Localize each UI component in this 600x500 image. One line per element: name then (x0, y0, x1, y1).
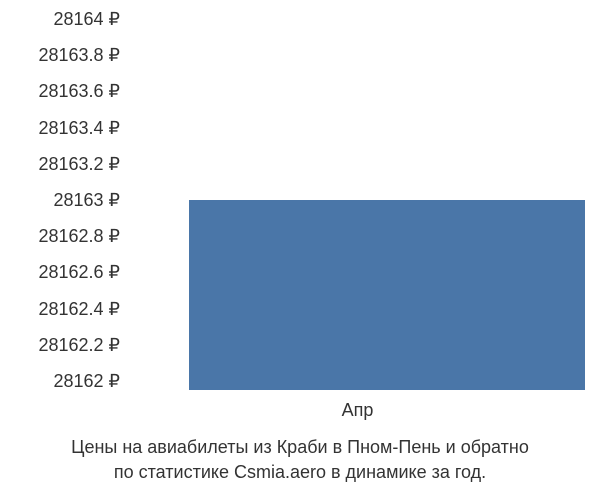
plot-area (130, 10, 585, 390)
chart-container: 28164 ₽ 28163.8 ₽ 28163.6 ₽ 28163.4 ₽ 28… (0, 0, 600, 500)
y-tick: 28164 ₽ (0, 10, 130, 28)
caption-line-2: по статистике Csmia.aero в динамике за г… (114, 462, 486, 482)
y-tick: 28162.2 ₽ (0, 336, 130, 354)
y-tick: 28162.6 ₽ (0, 263, 130, 281)
y-tick: 28163 ₽ (0, 191, 130, 209)
x-axis: Апр (130, 400, 585, 421)
y-tick: 28163.8 ₽ (0, 46, 130, 64)
caption-line-1: Цены на авиабилеты из Краби в Пном-Пень … (71, 437, 529, 457)
y-tick: 28163.4 ₽ (0, 119, 130, 137)
price-bar (189, 200, 585, 390)
y-tick: 28162.4 ₽ (0, 300, 130, 318)
y-tick: 28163.2 ₽ (0, 155, 130, 173)
x-tick: Апр (342, 400, 374, 421)
y-tick: 28162 ₽ (0, 372, 130, 390)
chart-caption: Цены на авиабилеты из Краби в Пном-Пень … (0, 435, 600, 485)
y-tick: 28162.8 ₽ (0, 227, 130, 245)
y-tick: 28163.6 ₽ (0, 82, 130, 100)
y-axis: 28164 ₽ 28163.8 ₽ 28163.6 ₽ 28163.4 ₽ 28… (0, 10, 130, 390)
